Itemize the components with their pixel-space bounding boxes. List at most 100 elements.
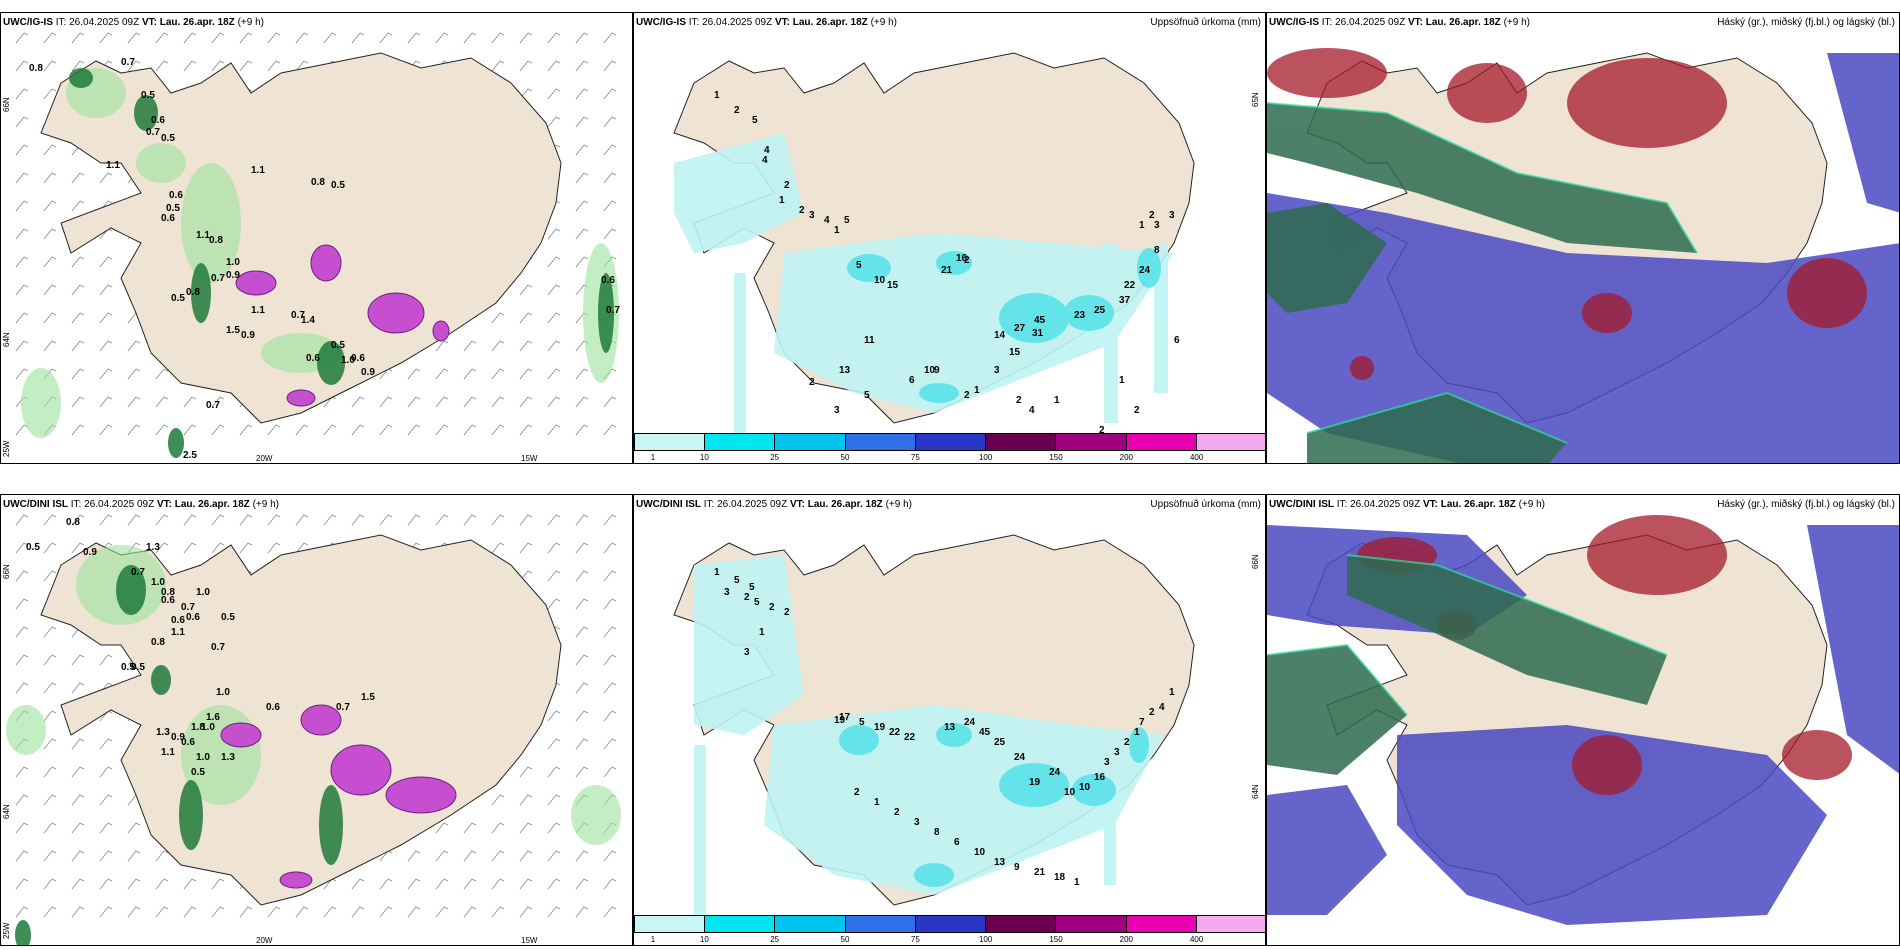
value-label: 4 xyxy=(824,215,830,226)
wind-barb xyxy=(435,850,449,862)
value-label: 9 xyxy=(934,365,940,376)
field-label: Háský (gr.), miðský (fj.bl.) og lágský (… xyxy=(1717,17,1895,28)
value-label: 3 xyxy=(834,405,840,416)
wind-barb xyxy=(491,822,505,834)
wind-barb xyxy=(15,850,29,862)
lat-label: 64N xyxy=(1251,784,1260,799)
value-label: 3 xyxy=(914,817,920,828)
wind-barb xyxy=(547,906,561,918)
wind-barb xyxy=(71,172,85,184)
wind-barb xyxy=(267,424,281,436)
value-label: 2 xyxy=(734,105,740,116)
lat-label: 64N xyxy=(2,332,11,347)
value-label: 0.9 xyxy=(171,732,185,743)
wind-barb xyxy=(575,542,589,554)
wind-barb xyxy=(99,514,113,526)
wind-barb xyxy=(491,514,505,526)
value-label: 1.3 xyxy=(146,542,160,553)
wind-barb xyxy=(547,60,561,72)
wind-barb xyxy=(43,878,57,890)
wind-barb xyxy=(519,906,533,918)
wind-barb xyxy=(547,88,561,100)
snow-labels: 0.80.70.50.60.70.51.1 1.10.8 0.50.60.50.61… xyxy=(29,57,620,461)
value-label: 1.1 xyxy=(171,627,185,638)
value-label: 0.6 xyxy=(601,275,615,286)
value-label: 0.8 xyxy=(311,177,325,188)
wind-barb xyxy=(463,396,477,408)
value-label: 13 xyxy=(994,857,1006,868)
wind-barb xyxy=(603,570,617,582)
wind-barb xyxy=(15,340,29,352)
wind-barb xyxy=(603,906,617,918)
wind-barb xyxy=(15,598,29,610)
wind-barb xyxy=(547,766,561,778)
wind-barb xyxy=(463,850,477,862)
panel-title: UWC/IG-IS IT: 26.04.2025 09Z VT: Lau. 26… xyxy=(1269,17,1530,28)
wind-barb xyxy=(43,284,57,296)
value-label: 16 xyxy=(1094,772,1106,783)
value-label: 7 xyxy=(1139,717,1145,728)
wind-barb xyxy=(155,878,169,890)
wind-barb xyxy=(71,256,85,268)
wind-barb xyxy=(519,340,533,352)
wind-barb xyxy=(519,396,533,408)
value-label: 2 xyxy=(1149,210,1155,221)
colorbar-segment xyxy=(635,434,706,450)
wind-barb xyxy=(43,200,57,212)
wind-barb xyxy=(547,794,561,806)
wind-barb xyxy=(603,682,617,694)
wind-barb xyxy=(71,766,85,778)
value-label: 1 xyxy=(1169,687,1175,698)
value-label: 19 xyxy=(834,715,846,726)
wind-barb xyxy=(575,682,589,694)
colorbar-segment xyxy=(845,916,916,932)
value-label: 16 xyxy=(956,253,968,264)
wind-barb xyxy=(603,710,617,722)
wind-barb xyxy=(603,228,617,240)
wind-barb xyxy=(71,542,85,554)
colorbar-tick-label: 200 xyxy=(1119,935,1134,944)
colorbar-tick-label: 100 xyxy=(978,453,993,462)
value-label: 1.0 xyxy=(201,722,215,733)
wind-barb xyxy=(379,906,393,918)
wind-barb xyxy=(547,878,561,890)
value-label: 0.5 xyxy=(26,542,40,553)
value-label: 0.7 xyxy=(146,127,160,138)
value-label: 6 xyxy=(954,837,960,848)
wind-barb xyxy=(519,850,533,862)
colorbar-tick-label: 25 xyxy=(770,935,780,944)
value-label: 27 xyxy=(1014,323,1026,334)
wind-barb xyxy=(351,396,365,408)
wind-barb xyxy=(239,906,253,918)
colorbar-segment xyxy=(705,916,776,932)
wind-barb xyxy=(435,906,449,918)
colorbar-segment xyxy=(1056,916,1127,932)
wind-barb xyxy=(547,396,561,408)
value-label: 3 xyxy=(744,647,750,658)
value-label: 0.5 xyxy=(131,662,145,673)
wind-barb xyxy=(407,424,421,436)
wind-barb xyxy=(43,228,57,240)
lon-label: 15W xyxy=(521,936,538,945)
colorbar-segment xyxy=(986,916,1057,932)
wind-barb xyxy=(519,60,533,72)
wind-barb xyxy=(547,598,561,610)
wind-barb xyxy=(71,794,85,806)
wind-barb xyxy=(71,878,85,890)
wind-barb xyxy=(15,906,29,918)
wind-barb xyxy=(603,542,617,554)
wind-barb xyxy=(547,514,561,526)
colorbar-segment xyxy=(1126,916,1197,932)
colorbar-segment xyxy=(775,434,846,450)
wind-barb xyxy=(491,396,505,408)
colorbar-tick-label: 75 xyxy=(910,453,920,462)
value-label: 0.7 xyxy=(291,310,305,321)
value-label: 1 xyxy=(1119,375,1125,386)
wind-barb xyxy=(407,368,421,380)
lat-label: 66N xyxy=(1251,554,1260,569)
wind-barb xyxy=(519,766,533,778)
wind-barb xyxy=(575,88,589,100)
wind-barb xyxy=(267,542,281,554)
wind-barb xyxy=(127,850,141,862)
wind-barb xyxy=(435,514,449,526)
